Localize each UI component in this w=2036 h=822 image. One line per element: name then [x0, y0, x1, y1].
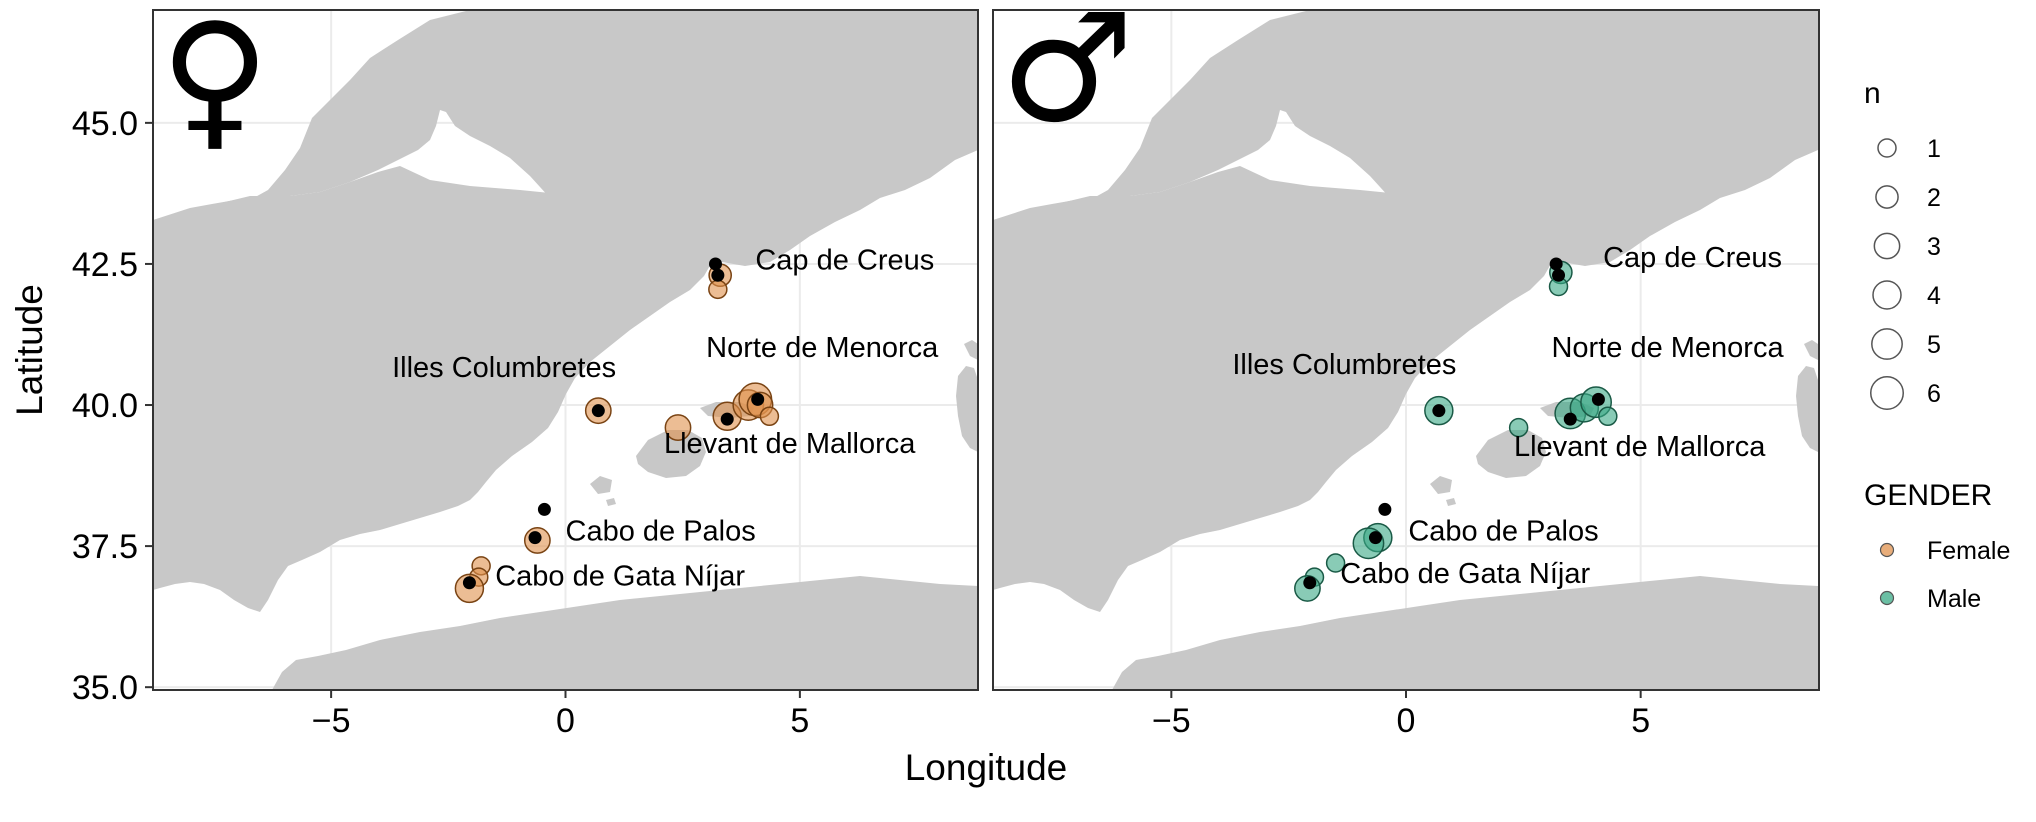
place-label: Norte de Menorca — [706, 332, 939, 364]
legend-size-label: 5 — [1927, 331, 1941, 359]
station-marker — [1549, 257, 1563, 271]
y-tick-label: 35.0 — [72, 669, 138, 707]
legend-gender-key — [1879, 542, 1895, 558]
y-axis: 35.0 37.5 40.0 42.5 45.0 — [72, 105, 153, 707]
legend: n 1 2 3 4 5 6 GENDER Female Male — [1864, 77, 2010, 613]
legend-gender-keys: Female Male — [1879, 537, 2010, 613]
station-marker — [1563, 412, 1577, 426]
station-marker — [751, 392, 765, 406]
station-marker — [1378, 502, 1392, 516]
y-axis-title: Latitude — [9, 284, 50, 416]
station-marker — [1552, 268, 1566, 282]
legend-gender-title: GENDER — [1864, 479, 1992, 512]
panel-male-place-labels: Cap de Creus Norte de Menorca Illes Columb… — [1232, 242, 1784, 590]
place-label: Cabo de Palos — [1408, 515, 1598, 547]
station-marker — [1303, 576, 1317, 590]
station-marker — [720, 412, 734, 426]
x-axis-female: −5 0 5 — [312, 690, 809, 740]
legend-gender-key — [1879, 590, 1895, 606]
place-label: Illes Columbretes — [1232, 349, 1456, 381]
y-tick-label: 45.0 — [72, 105, 138, 143]
place-label: Norte de Menorca — [1551, 332, 1784, 364]
legend-size-key — [1872, 280, 1902, 310]
legend-size-title: n — [1864, 77, 1881, 110]
place-label: Cabo de Palos — [566, 515, 756, 547]
legend-size-label: 6 — [1927, 380, 1941, 408]
legend-size-key — [1875, 185, 1899, 209]
data-point — [1598, 406, 1618, 427]
x-tick-label: 0 — [1397, 702, 1416, 740]
place-label: Llevant de Mallorca — [1514, 431, 1766, 463]
male-symbol-icon: ♂ — [1000, 0, 1134, 156]
x-tick-label: −5 — [1152, 702, 1191, 740]
station-marker — [1368, 531, 1382, 545]
x-tick-label: 5 — [790, 702, 809, 740]
place-label: Illes Columbretes — [392, 352, 616, 384]
station-marker — [591, 404, 605, 418]
x-axis-title: Longitude — [905, 747, 1068, 788]
x-tick-label: −5 — [312, 702, 351, 740]
y-tick-label: 37.5 — [72, 528, 138, 566]
station-marker — [709, 257, 722, 271]
legend-size-key — [1877, 138, 1897, 158]
place-label: Llevant de Mallorca — [664, 428, 916, 460]
data-point — [759, 406, 780, 427]
panel-male: Cap de Creus Norte de Menorca Illes Columb… — [992, 0, 1820, 691]
legend-gender-label: Female — [1927, 537, 2010, 565]
place-label: Cabo de Gata Níjar — [495, 561, 745, 593]
data-point — [1508, 417, 1529, 438]
y-tick-label: 42.5 — [72, 246, 138, 284]
legend-size-label: 1 — [1927, 135, 1941, 163]
x-axis-male: −5 0 5 — [1152, 690, 1650, 740]
panel-male-stations — [1303, 257, 1605, 590]
legend-size-key — [1873, 232, 1901, 260]
legend-size-label: 4 — [1927, 282, 1941, 310]
data-point — [708, 279, 728, 300]
place-label: Cabo de Gata Níjar — [1340, 558, 1590, 590]
data-point — [1325, 553, 1346, 573]
station-marker — [711, 268, 725, 282]
x-tick-label: 5 — [1631, 702, 1650, 740]
panel-female-stations — [462, 257, 765, 590]
station-marker — [462, 576, 476, 590]
legend-gender-label: Male — [1927, 585, 1981, 613]
y-tick-label: 40.0 — [72, 387, 138, 425]
place-label: Cap de Creus — [1603, 242, 1782, 274]
legend-size-key — [1871, 328, 1903, 360]
female-symbol-icon: ♀ — [160, 0, 270, 166]
panel-female-place-labels: Cap de Creus Norte de Menorca Illes Columb… — [392, 245, 939, 593]
station-marker — [537, 502, 551, 516]
place-label: Cap de Creus — [755, 245, 934, 277]
station-marker — [528, 531, 542, 545]
legend-size-label: 2 — [1927, 184, 1941, 212]
station-marker — [1591, 392, 1605, 406]
panel-female: Cap de Creus Norte de Menorca Illes Columb… — [152, 0, 979, 691]
legend-size-key — [1870, 376, 1904, 410]
legend-size-keys: 1 2 3 4 5 6 — [1870, 135, 1941, 410]
x-tick-label: 0 — [556, 702, 575, 740]
legend-size-label: 3 — [1927, 233, 1941, 261]
station-marker — [1432, 404, 1446, 418]
data-point — [664, 414, 692, 442]
